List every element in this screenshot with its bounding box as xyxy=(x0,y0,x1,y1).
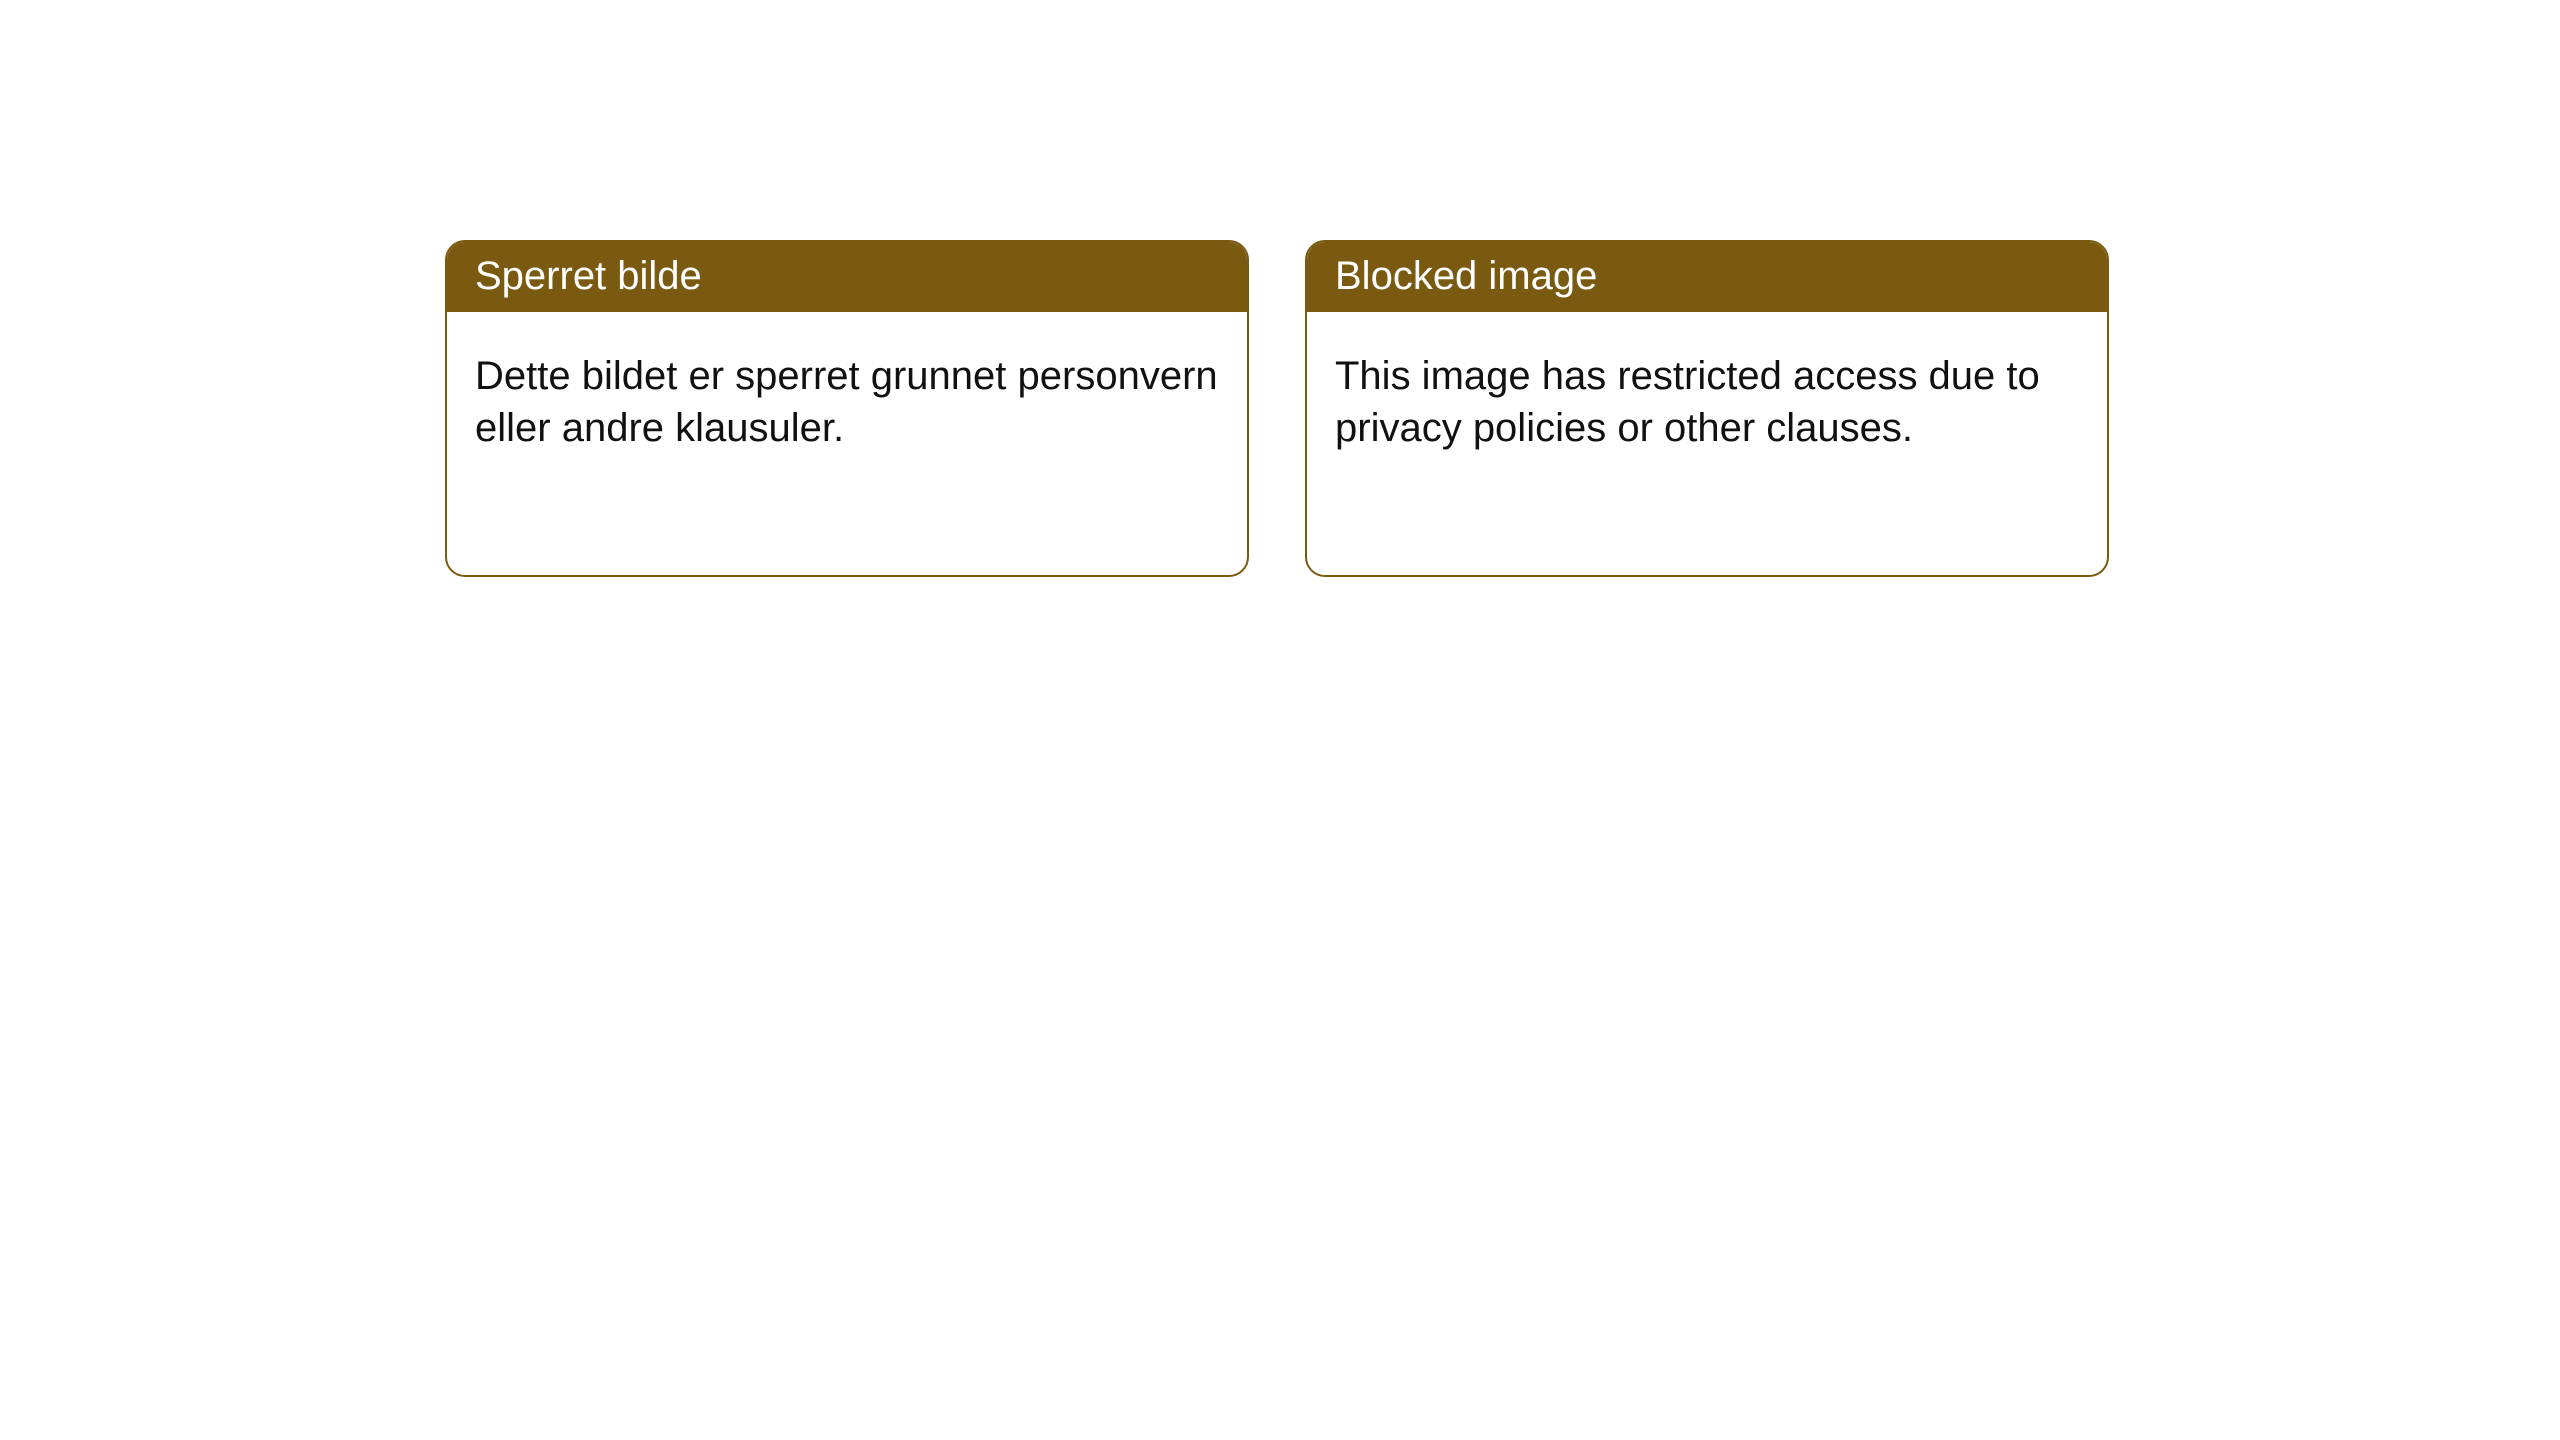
notice-card-norwegian: Sperret bilde Dette bildet er sperret gr… xyxy=(445,240,1249,577)
notice-card-body: This image has restricted access due to … xyxy=(1307,312,2107,492)
notice-card-row: Sperret bilde Dette bildet er sperret gr… xyxy=(445,240,2560,577)
notice-card-title: Blocked image xyxy=(1307,242,2107,312)
notice-card-title: Sperret bilde xyxy=(447,242,1247,312)
notice-card-english: Blocked image This image has restricted … xyxy=(1305,240,2109,577)
notice-card-body: Dette bildet er sperret grunnet personve… xyxy=(447,312,1247,492)
